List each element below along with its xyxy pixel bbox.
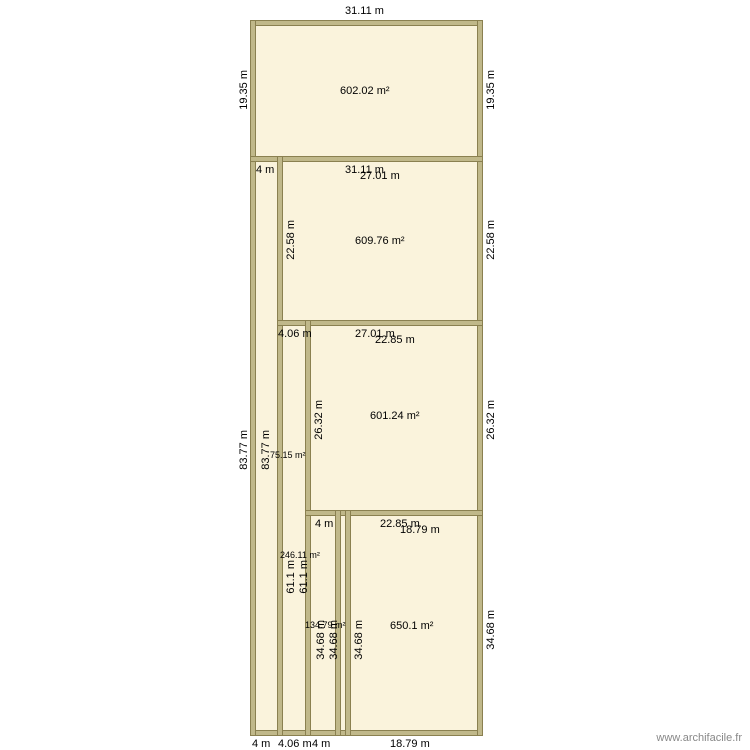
dimension-label: 19.35 m bbox=[485, 70, 497, 110]
wall bbox=[277, 156, 283, 736]
wall bbox=[250, 20, 483, 26]
dimension-label: 31.11 m bbox=[345, 5, 384, 17]
wall bbox=[250, 156, 483, 162]
dimension-label: 4 m bbox=[312, 738, 330, 750]
wall bbox=[305, 320, 311, 736]
dimension-label: 75.15 m² bbox=[270, 450, 306, 460]
dimension-label: 4.06 m bbox=[278, 328, 312, 340]
wall bbox=[250, 20, 256, 736]
dimension-label: 26.32 m bbox=[485, 400, 497, 440]
dimension-label: 83.77 m bbox=[238, 430, 250, 470]
wall bbox=[477, 20, 483, 736]
dimension-label: 22.58 m bbox=[485, 220, 497, 260]
dimension-label: 601.24 m² bbox=[370, 410, 420, 422]
wall bbox=[305, 510, 483, 516]
dimension-label: 4 m bbox=[252, 738, 270, 750]
dimension-label: 4 m bbox=[315, 518, 333, 530]
dimension-label: 61.1 m bbox=[285, 560, 297, 594]
dimension-label: 34.68 m bbox=[353, 620, 365, 660]
dimension-label: 19.35 m bbox=[238, 70, 250, 110]
dimension-label: 34.68 m bbox=[485, 610, 497, 650]
dimension-label: 26.32 m bbox=[313, 400, 325, 440]
dimension-label: 4.06 m bbox=[278, 738, 312, 750]
dimension-label: 61.1 m bbox=[298, 560, 310, 594]
dimension-label: 18.79 m bbox=[390, 738, 430, 750]
dimension-label: 246.11 m² bbox=[280, 550, 320, 560]
dimension-label: 650.1 m² bbox=[390, 620, 433, 632]
dimension-label: 4 m bbox=[256, 164, 274, 176]
dimension-label: 134.79 m² bbox=[305, 620, 346, 630]
dimension-label: 22.58 m bbox=[285, 220, 297, 260]
dimension-label: 18.79 m bbox=[400, 524, 440, 536]
plan-background bbox=[250, 20, 483, 736]
wall bbox=[250, 730, 483, 736]
dimension-label: 609.76 m² bbox=[355, 235, 405, 247]
watermark: www.archifacile.fr bbox=[656, 732, 742, 744]
dimension-label: 22.85 m bbox=[375, 334, 415, 346]
wall bbox=[345, 510, 351, 736]
dimension-label: 602.02 m² bbox=[340, 85, 390, 97]
dimension-label: 27.01 m bbox=[360, 170, 400, 182]
